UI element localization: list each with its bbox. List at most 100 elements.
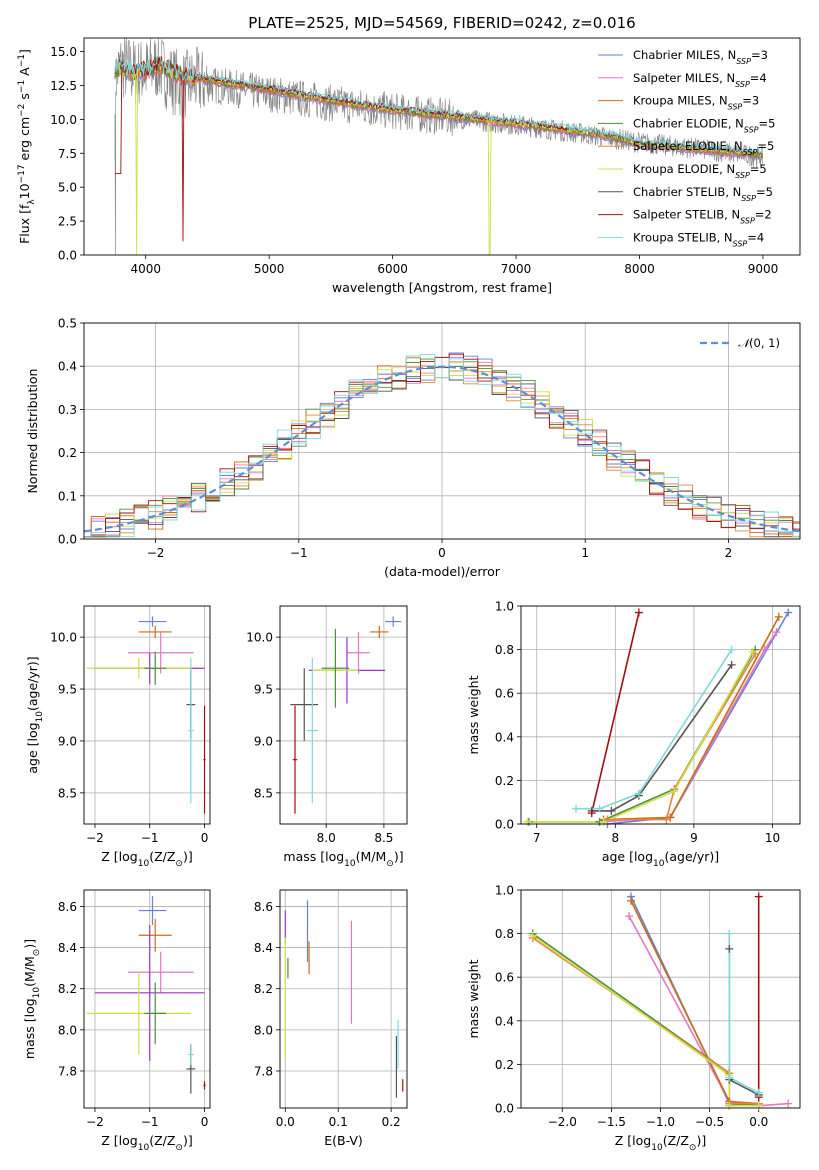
x-axis-label: Z [log10(Z/Z⊙)] <box>101 849 192 869</box>
x-axis-label-part: 10 <box>138 859 150 869</box>
y-tick-label: 10.0 <box>246 631 273 645</box>
y-tick-label: 0.8 <box>495 927 514 941</box>
plus-marker <box>607 806 616 815</box>
x-tick-label: 6000 <box>377 262 408 276</box>
y-tick-label: 0.5 <box>58 317 77 331</box>
plus-marker <box>625 912 634 921</box>
x-tick-label: 2 <box>725 546 733 560</box>
y-axis-label: Normed distribution <box>25 369 40 494</box>
mass-weight-line-7 <box>590 612 640 814</box>
chart-title: PLATE=2525, MJD=54569, FIBERID=0242, z=0… <box>248 14 635 32</box>
y-tick-label: 0.2 <box>495 774 514 788</box>
y-axis-label-part: ] <box>17 49 32 54</box>
axes-4: 7 8 9 10 0.0 0.2 0.4 0.6 0.8 1.0 <box>495 600 800 845</box>
y-axis-label-part: −1 <box>17 54 27 67</box>
y-tick-label: 0.4 <box>58 360 77 374</box>
mass-weight-line-5 <box>532 935 759 1107</box>
plus-marker <box>754 892 763 901</box>
legend-label-part: =4 <box>750 71 767 85</box>
y-tick-label: 9.0 <box>58 734 77 748</box>
y-tick-label: 0.0 <box>495 1102 514 1116</box>
x-tick-label: 8000 <box>624 262 655 276</box>
mass-weight-line-6 <box>591 664 733 812</box>
x-axis-label-part: ⊙ <box>689 1143 697 1153</box>
x-tick-label: 10 <box>765 831 780 845</box>
y-tick-label: 0.4 <box>495 1014 514 1028</box>
y-axis-label-part: A <box>17 67 32 80</box>
model-spectrum-3 <box>114 58 764 158</box>
x-tick-label: −1 <box>141 831 159 845</box>
legend-label: Chabrier STELIB, NSSP=5 <box>633 185 773 203</box>
legend-label-part: =2 <box>755 208 772 222</box>
plus-marker <box>725 1101 734 1110</box>
y-axis-label-part: 10 <box>35 711 45 723</box>
x-tick-label: 0.0 <box>749 1115 768 1129</box>
y-tick-label: 0.6 <box>495 687 514 701</box>
axes-frame <box>279 889 408 1109</box>
y-tick-label: 8.2 <box>58 982 77 996</box>
y-tick-label: 9.5 <box>254 683 273 697</box>
x-tick-label: −2 <box>86 1115 104 1129</box>
y-axis-label-part: (age/yr)] <box>25 656 40 711</box>
plus-marker <box>670 787 679 796</box>
plot-area-6 <box>284 900 404 1098</box>
legend-label-part: =5 <box>757 139 774 153</box>
y-axis-label-part: −2 <box>17 104 27 117</box>
x-axis-label-part: )] <box>696 1133 706 1148</box>
plus-marker <box>754 1088 763 1097</box>
y-tick-label: 9.5 <box>58 683 77 697</box>
y-tick-label: 5.0 <box>58 181 77 195</box>
y-axis-label-part: )] <box>22 939 37 949</box>
y-axis-label: mass weight <box>466 959 481 1038</box>
mass-weight-line-8 <box>576 649 733 810</box>
legend-label-part: Salpeter MILES, N <box>633 71 735 85</box>
legend-label-part: Kroupa ELODIE, N <box>633 162 735 176</box>
x-axis-label-part: 10 <box>651 1143 663 1153</box>
y-axis-label: mass weight <box>466 675 481 754</box>
legend-label: Chabrier MILES, NSSP=3 <box>633 48 768 66</box>
y-tick-label: 8.0 <box>58 1023 77 1037</box>
x-tick-label: 0.2 <box>382 1115 401 1129</box>
plus-marker <box>727 660 736 669</box>
plus-marker <box>774 612 783 621</box>
legend-label: Salpeter MILES, NSSP=4 <box>633 71 767 89</box>
x-axis-label: (data-model)/error <box>384 564 501 579</box>
plus-marker <box>784 608 793 617</box>
x-tick-label: 0 <box>201 831 209 845</box>
x-axis-label-part: (Z/Z <box>149 1133 175 1148</box>
legend-label-part: SSP <box>733 239 748 248</box>
legend-label-part: SSP <box>740 216 755 225</box>
x-tick-label: −2 <box>86 831 104 845</box>
model-spectrum-8 <box>114 54 763 154</box>
plot-area-2 <box>86 616 206 814</box>
y-tick-label: 8.0 <box>254 1023 273 1037</box>
x-axis-label: Z [log10(Z/Z⊙)] <box>101 1133 192 1153</box>
mass-weight-line-2 <box>630 900 759 1105</box>
legend-label-part: Kroupa STELIB, N <box>633 230 733 244</box>
x-tick-label: −0.5 <box>695 1115 724 1129</box>
gaussian-curve <box>84 365 800 533</box>
x-tick-label: 8.5 <box>374 831 393 845</box>
plus-marker <box>572 804 581 813</box>
y-tick-label: 7.5 <box>58 147 77 161</box>
plus-marker <box>634 789 643 798</box>
legend-label-part: =5 <box>750 162 767 176</box>
mass-weight-line-2 <box>603 616 780 821</box>
y-axis-label: mass [log10(M/M⊙)] <box>22 939 42 1059</box>
x-axis-label: E(B-V) <box>324 1133 363 1148</box>
x-tick-label: 7000 <box>501 262 532 276</box>
x-axis-label-part: ⊙ <box>386 859 394 869</box>
x-axis-label-part: (Z/Z <box>149 849 175 864</box>
plus-marker <box>754 1101 763 1110</box>
mass-weight-line-6 <box>728 948 760 1096</box>
y-axis-label-part: s <box>17 93 32 104</box>
legend-label-part: =3 <box>751 48 768 62</box>
plus-marker <box>634 608 643 617</box>
y-axis-label-part: age [log <box>25 722 40 773</box>
legend-label: 𝒩(0, 1) <box>738 336 780 350</box>
plus-marker <box>587 809 596 818</box>
model-spectrum-7 <box>114 56 568 242</box>
legend-label-part: SSP <box>735 79 750 88</box>
x-axis-label-part: Z [log <box>615 1133 651 1148</box>
